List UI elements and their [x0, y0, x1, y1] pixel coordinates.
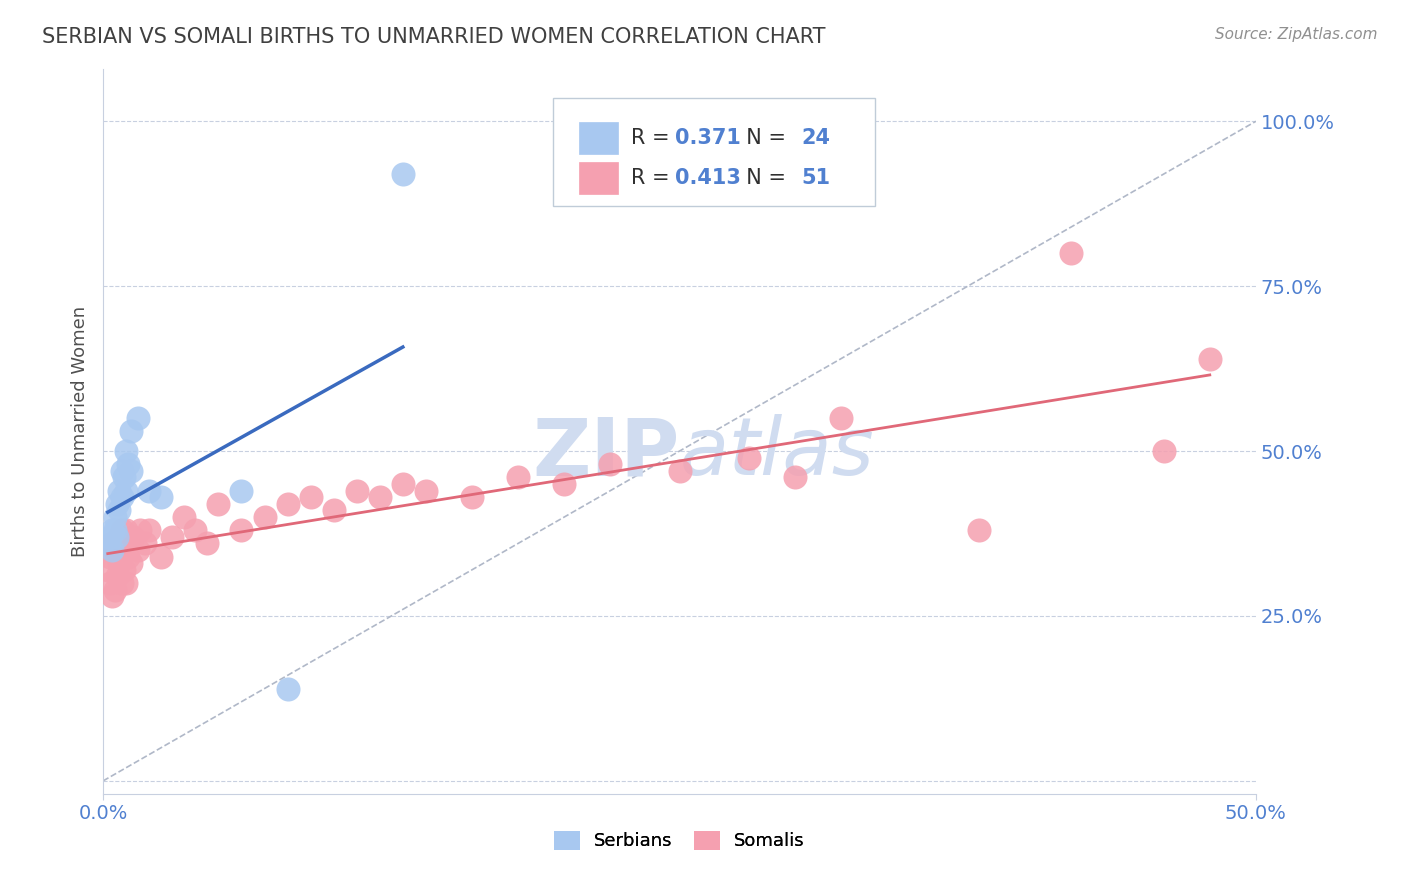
Text: atlas: atlas	[679, 414, 875, 492]
Point	[108, 530, 131, 544]
Point	[98, 530, 121, 544]
Point	[112, 563, 135, 577]
Point	[461, 490, 484, 504]
Point	[129, 523, 152, 537]
Point	[783, 470, 806, 484]
Text: 0.371: 0.371	[675, 128, 741, 148]
Point	[127, 543, 149, 558]
Point	[668, 464, 690, 478]
Point	[415, 483, 437, 498]
Point	[104, 582, 127, 597]
FancyBboxPatch shape	[553, 97, 876, 206]
Point	[737, 450, 759, 465]
Text: R =: R =	[631, 128, 676, 148]
Point	[967, 523, 990, 537]
Point	[346, 483, 368, 498]
Point	[392, 477, 415, 491]
Point	[231, 483, 253, 498]
Point	[97, 563, 120, 577]
Legend: Serbians, Somalis: Serbians, Somalis	[547, 824, 811, 857]
Point	[104, 510, 127, 524]
Point	[108, 503, 131, 517]
Point	[134, 536, 156, 550]
Point	[231, 523, 253, 537]
Point	[110, 576, 132, 591]
Point	[138, 523, 160, 537]
Point	[115, 523, 138, 537]
Point	[97, 536, 120, 550]
Point	[830, 411, 852, 425]
Point	[98, 576, 121, 591]
Point	[508, 470, 530, 484]
Point	[127, 411, 149, 425]
Point	[101, 523, 124, 537]
Point	[162, 530, 184, 544]
Point	[173, 510, 195, 524]
Point	[184, 523, 207, 537]
Point	[120, 425, 142, 439]
Point	[105, 497, 128, 511]
Point	[105, 569, 128, 583]
Point	[110, 490, 132, 504]
Point	[1153, 444, 1175, 458]
Point	[110, 523, 132, 537]
Point	[104, 523, 127, 537]
Point	[553, 477, 575, 491]
Text: 51: 51	[801, 169, 831, 188]
Point	[110, 464, 132, 478]
Point	[112, 536, 135, 550]
Point	[117, 549, 139, 564]
Point	[101, 543, 124, 558]
Point	[138, 483, 160, 498]
Point	[115, 483, 138, 498]
Point	[115, 576, 138, 591]
Point	[1198, 351, 1220, 366]
Point	[322, 503, 344, 517]
Y-axis label: Births to Unmarried Women: Births to Unmarried Women	[72, 306, 89, 557]
Text: N =: N =	[733, 169, 792, 188]
Point	[101, 536, 124, 550]
Point	[149, 490, 172, 504]
Point	[392, 167, 415, 181]
Point	[207, 497, 229, 511]
Text: 24: 24	[801, 128, 831, 148]
Point	[108, 483, 131, 498]
Text: R =: R =	[631, 169, 676, 188]
Point	[117, 457, 139, 471]
Point	[112, 470, 135, 484]
Text: N =: N =	[733, 128, 792, 148]
Point	[105, 536, 128, 550]
Point	[120, 464, 142, 478]
Point	[277, 681, 299, 696]
Point	[195, 536, 218, 550]
Point	[108, 556, 131, 570]
Point	[1060, 246, 1083, 260]
Point	[277, 497, 299, 511]
Point	[104, 543, 127, 558]
Point	[101, 589, 124, 603]
Point	[368, 490, 391, 504]
Point	[149, 549, 172, 564]
Text: 0.413: 0.413	[675, 169, 741, 188]
Point	[122, 530, 145, 544]
Point	[105, 530, 128, 544]
Text: ZIP: ZIP	[533, 414, 679, 492]
Point	[98, 549, 121, 564]
Point	[115, 444, 138, 458]
FancyBboxPatch shape	[579, 122, 619, 153]
Text: Source: ZipAtlas.com: Source: ZipAtlas.com	[1215, 27, 1378, 42]
Point	[120, 556, 142, 570]
FancyBboxPatch shape	[579, 162, 619, 194]
Text: SERBIAN VS SOMALI BIRTHS TO UNMARRIED WOMEN CORRELATION CHART: SERBIAN VS SOMALI BIRTHS TO UNMARRIED WO…	[42, 27, 825, 46]
Point	[599, 457, 621, 471]
Point	[299, 490, 322, 504]
Point	[253, 510, 276, 524]
